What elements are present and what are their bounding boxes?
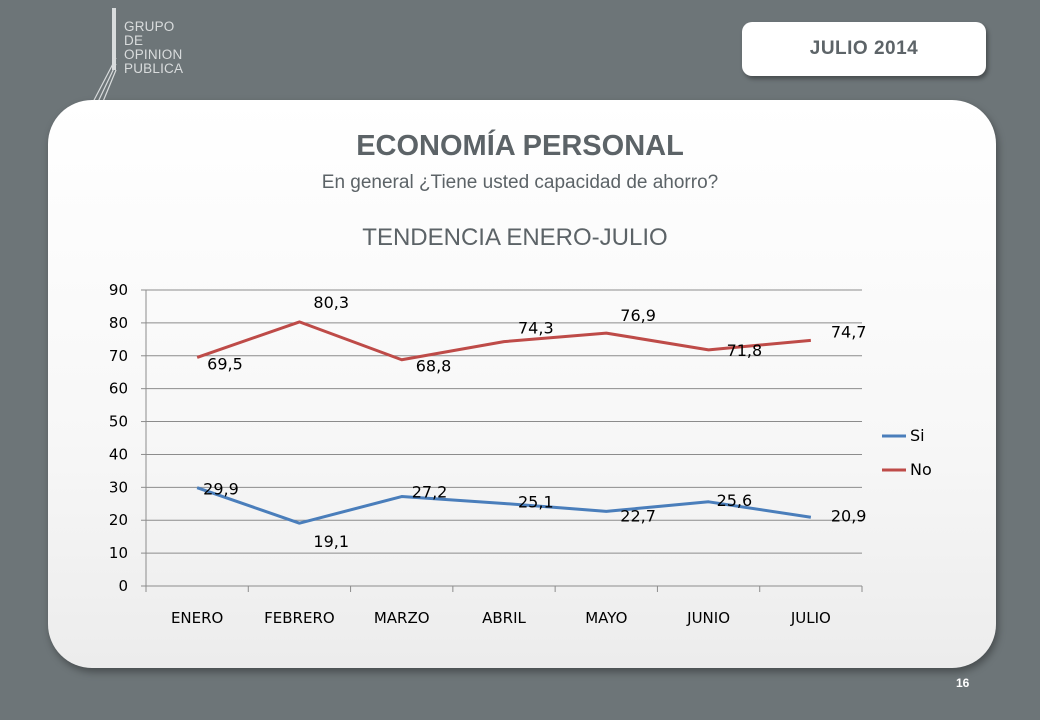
page-number: 16 bbox=[956, 676, 970, 690]
data-label: 29,9 bbox=[203, 480, 239, 499]
data-label: 68,8 bbox=[416, 357, 452, 376]
x-tick-label: ABRIL bbox=[482, 609, 526, 627]
data-label: 19,1 bbox=[313, 532, 349, 551]
legend-label: No bbox=[910, 460, 932, 479]
data-label: 25,1 bbox=[518, 492, 554, 511]
y-tick-label: 0 bbox=[118, 577, 128, 595]
data-label: 74,7 bbox=[831, 322, 867, 341]
y-tick-label: 80 bbox=[109, 314, 128, 332]
y-tick-label: 30 bbox=[109, 478, 128, 496]
series-line-no bbox=[196, 320, 811, 362]
data-label: 71,8 bbox=[727, 341, 763, 360]
y-tick-label: 70 bbox=[109, 347, 128, 365]
slide-title: ECONOMÍA PERSONAL bbox=[356, 130, 684, 162]
data-label: 76,9 bbox=[620, 306, 656, 325]
x-tick-label: MAYO bbox=[585, 609, 627, 627]
date-badge: JULIO 2014 bbox=[742, 22, 986, 76]
logo-wordmark: GRUPO DE OPINION PUBLICA bbox=[124, 20, 183, 76]
data-label: 80,3 bbox=[313, 293, 349, 312]
y-tick-label: 90 bbox=[109, 281, 128, 299]
data-label: 20,9 bbox=[831, 506, 867, 525]
x-tick-label: JULIO bbox=[790, 609, 831, 627]
chart-title: TENDENCIA ENERO-JULIO bbox=[362, 224, 668, 251]
y-tick-label: 60 bbox=[109, 380, 128, 398]
logo-line: OPINION bbox=[124, 47, 183, 62]
data-label: 74,3 bbox=[518, 319, 554, 338]
data-label: 22,7 bbox=[620, 506, 656, 525]
x-tick-label: MARZO bbox=[374, 609, 430, 627]
logo-line: PUBLICA bbox=[124, 61, 184, 76]
y-tick-label: 50 bbox=[109, 413, 128, 431]
data-label: 25,6 bbox=[717, 491, 753, 510]
y-tick-label: 20 bbox=[109, 511, 128, 529]
legend-label: Si bbox=[910, 426, 925, 445]
x-tick-label: ENERO bbox=[171, 609, 223, 627]
y-tick-label: 40 bbox=[109, 445, 128, 463]
logo-line: DE bbox=[124, 33, 144, 48]
grupo-opinion-publica-logo: GRUPO DE OPINION PUBLICA bbox=[86, 8, 216, 108]
date-label: JULIO 2014 bbox=[809, 38, 919, 59]
logo-line: GRUPO bbox=[124, 19, 175, 34]
y-tick-label: 10 bbox=[109, 544, 128, 562]
data-label: 69,5 bbox=[207, 354, 243, 373]
x-tick-label: FEBRERO bbox=[264, 609, 335, 627]
slide-card bbox=[48, 100, 996, 668]
slide-subtitle: En general ¿Tiene usted capacidad de aho… bbox=[321, 172, 719, 193]
x-tick-label: JUNIO bbox=[686, 609, 730, 627]
logo-mark-icon bbox=[91, 8, 117, 105]
data-label: 27,2 bbox=[412, 483, 448, 502]
